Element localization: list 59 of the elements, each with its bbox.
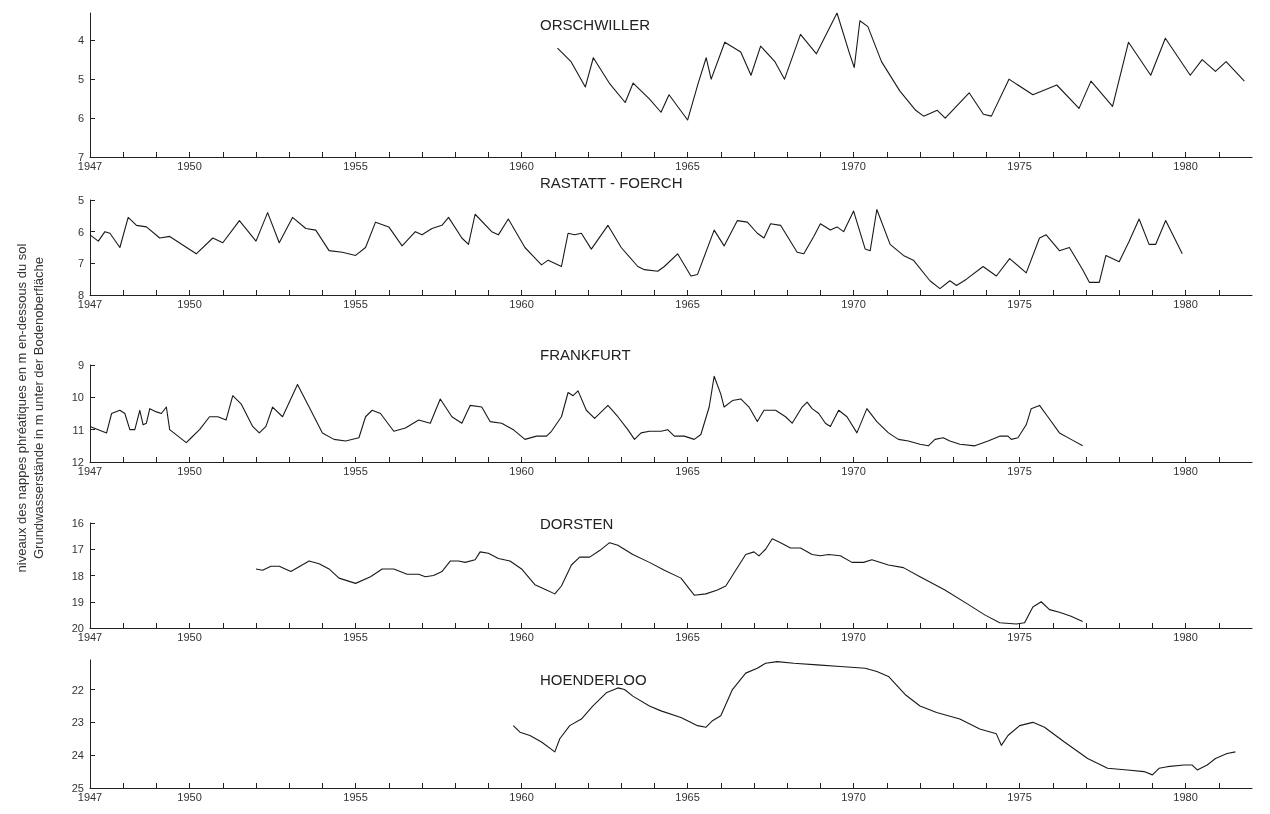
x-tick-label: 1980 — [1173, 630, 1198, 643]
x-tick-label: 1965 — [675, 790, 700, 803]
x-tick-label: 1965 — [675, 297, 700, 310]
y-tick-label: 9 — [77, 359, 84, 371]
x-tick-label: 1950 — [177, 790, 202, 803]
y-tick-label: 17 — [71, 543, 84, 556]
y-tick-label: 6 — [77, 112, 84, 125]
x-tick-label: 1970 — [841, 790, 866, 803]
chart-title: FRANKFURT — [540, 346, 631, 363]
x-tick-label: 1970 — [841, 159, 866, 172]
x-tick-label: 1980 — [1173, 464, 1198, 477]
chart-title: DORSTEN — [540, 515, 614, 532]
x-tick-label: 1955 — [343, 159, 368, 172]
chart-title: ORSCHWILLER — [540, 16, 651, 33]
x-tick-label: 1970 — [841, 297, 866, 310]
y-tick-label: 5 — [77, 73, 84, 86]
y-tick-label: 4 — [77, 34, 84, 47]
x-tick-label: 1975 — [1007, 159, 1032, 172]
x-tick-label: 1960 — [509, 464, 534, 477]
x-tick-label: 1955 — [343, 790, 368, 803]
y-tick-label: 19 — [71, 595, 84, 608]
y-tick-label: 5 — [77, 194, 84, 206]
x-tick-label: 1950 — [177, 297, 202, 310]
chart-title: RASTATT - FOERCH — [540, 174, 683, 191]
y-tick-label: 22 — [71, 683, 84, 696]
x-tick-label: 1960 — [509, 630, 534, 643]
x-tick-label: 1955 — [343, 630, 368, 643]
y-tick-label: 23 — [71, 716, 84, 729]
x-tick-label: 1950 — [177, 464, 202, 477]
x-tick-label: 1965 — [675, 159, 700, 172]
y-tick-label: 24 — [71, 749, 84, 762]
x-tick-label: 1970 — [841, 630, 866, 643]
x-tick-label: 1980 — [1173, 159, 1198, 172]
x-tick-label: 1975 — [1007, 630, 1032, 643]
line-series — [255, 538, 1084, 625]
x-tick-label: 1960 — [509, 297, 534, 310]
x-tick-label: 1955 — [343, 464, 368, 477]
x-tick-label: 1965 — [675, 464, 700, 477]
x-tick-label: 1980 — [1173, 297, 1198, 310]
x-tick-label: 1955 — [343, 297, 368, 310]
x-tick-label: 1975 — [1007, 297, 1032, 310]
x-tick-label: 1980 — [1173, 790, 1198, 803]
line-series — [512, 661, 1236, 776]
y-tick-label: 16 — [71, 517, 84, 529]
x-tick-label: 1960 — [509, 159, 534, 172]
y-tick-label: 10 — [71, 391, 84, 404]
x-tick-label: 1960 — [509, 790, 534, 803]
x-tick-label: 1975 — [1007, 790, 1032, 803]
x-tick-label: 1970 — [841, 464, 866, 477]
y-tick-label: 11 — [72, 423, 84, 436]
y-tick-label: 6 — [77, 225, 84, 238]
y-tick-label: 7 — [77, 257, 84, 270]
y-axis-title: niveaux des nappes phréatiques en m en-dessous du sol Grundwasserstände in m unter der Bodenoberfläche — [14, 243, 46, 573]
x-tick-label: 1965 — [675, 630, 700, 643]
x-tick-label: 1950 — [177, 630, 202, 643]
y-tick-label: 18 — [71, 569, 84, 582]
x-tick-label: 1950 — [177, 159, 202, 172]
x-tick-label: 1975 — [1007, 464, 1032, 477]
text: HOENDERLOO — [540, 671, 647, 688]
